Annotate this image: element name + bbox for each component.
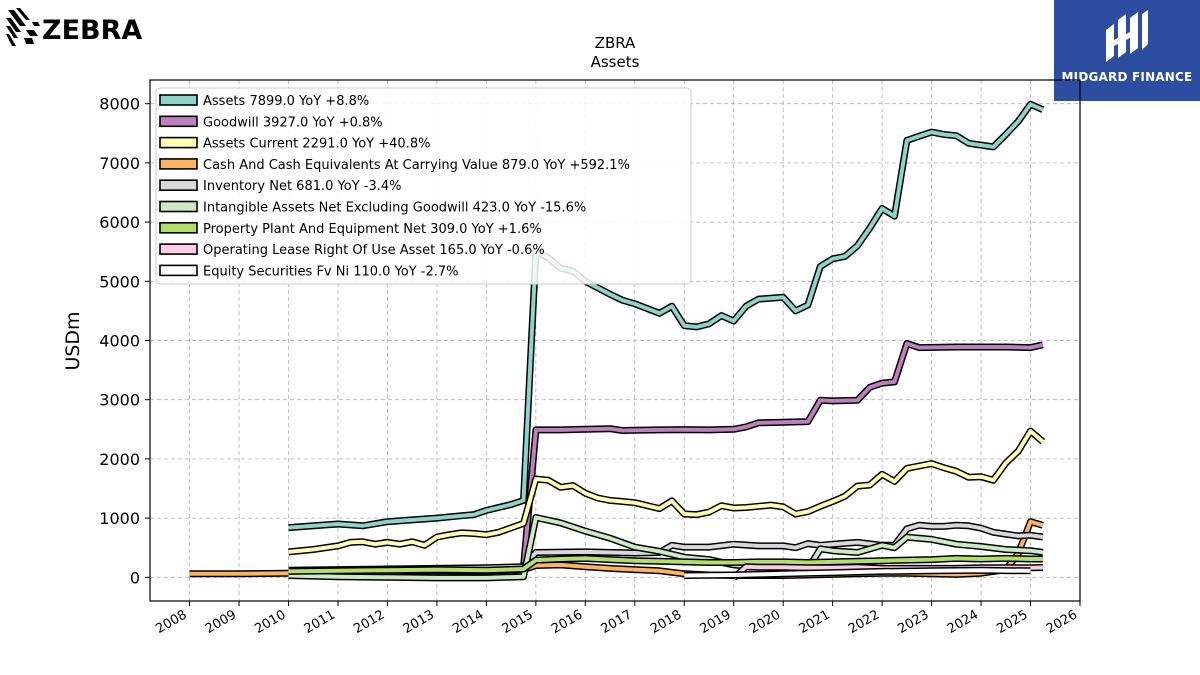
chart-title: ZBRA — [595, 34, 636, 52]
series-1 — [520, 340, 1044, 568]
series-2 — [288, 427, 1046, 556]
y-tick-label: 8000 — [99, 95, 140, 114]
x-tick-label: 2015 — [500, 607, 536, 637]
x-tick-label: 2009 — [203, 607, 239, 637]
series-line-outline — [288, 427, 1046, 556]
legend-swatch — [159, 158, 198, 170]
y-tick-label: 1000 — [99, 509, 140, 528]
legend-box — [155, 87, 692, 285]
zebra-logo-text: ZEBRA — [42, 15, 142, 46]
x-axis: 2008 2009 2010 2011 2012 2013 2014 2015 2016 2017… — [153, 601, 1081, 637]
x-tick-label: 2012 — [351, 607, 387, 637]
series-6 — [288, 554, 1043, 575]
midgard-logo-icon — [1106, 10, 1148, 62]
legend-entry: Equity Securities Fv Ni 110.0 YoY -2.7% — [203, 264, 459, 279]
x-tick-label: 2023 — [895, 607, 931, 637]
y-tick-label: 6000 — [99, 213, 140, 232]
x-tick-label: 2014 — [450, 607, 486, 637]
y-tick-label: 7000 — [99, 154, 140, 173]
x-tick-label: 2024 — [945, 607, 981, 637]
series-0 — [288, 100, 1045, 532]
legend-swatch — [159, 243, 198, 255]
legend: Assets 7899.0 YoY +8.8% Goodwill 3927.0 Y… — [155, 87, 692, 285]
chart-subtitle: Assets — [591, 53, 640, 71]
series-line — [521, 341, 1044, 568]
legend-entry: Property Plant And Equipment Net 309.0 Y… — [203, 222, 542, 237]
midgard-logo-text: MIDGARD FINANCE — [1061, 70, 1193, 84]
x-tick-label: 2008 — [153, 607, 189, 637]
legend-entry: Goodwill 3927.0 YoY +0.8% — [203, 115, 383, 130]
legend-entry: Operating Lease Right Of Use Asset 165.0… — [203, 243, 545, 258]
series-8 — [684, 566, 1031, 579]
series-line — [288, 102, 1044, 530]
zebra-logo-icon — [6, 8, 40, 46]
series-4 — [288, 521, 1044, 574]
x-tick-label: 2011 — [302, 607, 338, 637]
legend-swatch — [159, 200, 198, 213]
legend-swatch — [159, 222, 198, 234]
x-tick-label: 2018 — [648, 607, 684, 637]
y-tick-label: 5000 — [99, 272, 140, 291]
x-tick-label: 2013 — [401, 607, 437, 637]
legend-entry: Cash And Cash Equivalents At Carrying Va… — [203, 158, 630, 173]
legend-swatch — [159, 136, 198, 149]
x-tick-label: 2017 — [599, 607, 635, 637]
legend-entry: Inventory Net 681.0 YoY -3.4% — [203, 179, 402, 194]
y-axis: 0 1000 2000 3000 4000 5000 6000 7000 8000 — [99, 95, 150, 587]
y-axis-label: USDm — [62, 311, 84, 370]
y-tick-label: 2000 — [99, 450, 140, 469]
x-tick-label: 2022 — [846, 607, 882, 637]
y-tick-label: 3000 — [99, 391, 140, 410]
series-line — [684, 568, 1031, 578]
legend-swatch — [159, 94, 198, 106]
legend-entry: Assets 7899.0 YoY +8.8% — [203, 94, 369, 109]
series-line — [288, 429, 1045, 554]
zebra-logo: ZEBRA — [6, 8, 142, 46]
legend-entry: Assets Current 2291.0 YoY +40.8% — [203, 137, 430, 152]
legend-swatch — [159, 179, 198, 191]
x-tick-label: 2019 — [698, 607, 734, 637]
legend-entry: Intangible Assets Net Excluding Goodwill… — [203, 201, 586, 216]
y-tick-label: 0 — [130, 568, 140, 587]
midgard-logo: MIDGARD FINANCE — [1054, 0, 1200, 101]
x-tick-label: 2010 — [252, 607, 288, 637]
series-lines — [189, 100, 1046, 582]
series-line — [288, 556, 1043, 574]
y-tick-label: 4000 — [99, 332, 140, 351]
x-tick-label: 2016 — [549, 607, 585, 637]
x-tick-label: 2026 — [1044, 607, 1080, 637]
legend-swatch — [159, 115, 198, 128]
x-tick-label: 2020 — [747, 607, 783, 637]
x-tick-label: 2021 — [796, 607, 832, 637]
legend-swatch — [159, 264, 198, 277]
x-tick-label: 2025 — [994, 607, 1030, 637]
series-line — [288, 523, 1044, 573]
